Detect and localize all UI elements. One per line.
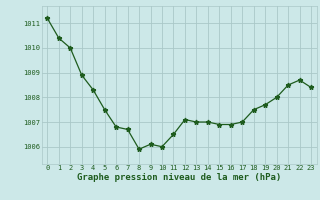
X-axis label: Graphe pression niveau de la mer (hPa): Graphe pression niveau de la mer (hPa) xyxy=(77,173,281,182)
